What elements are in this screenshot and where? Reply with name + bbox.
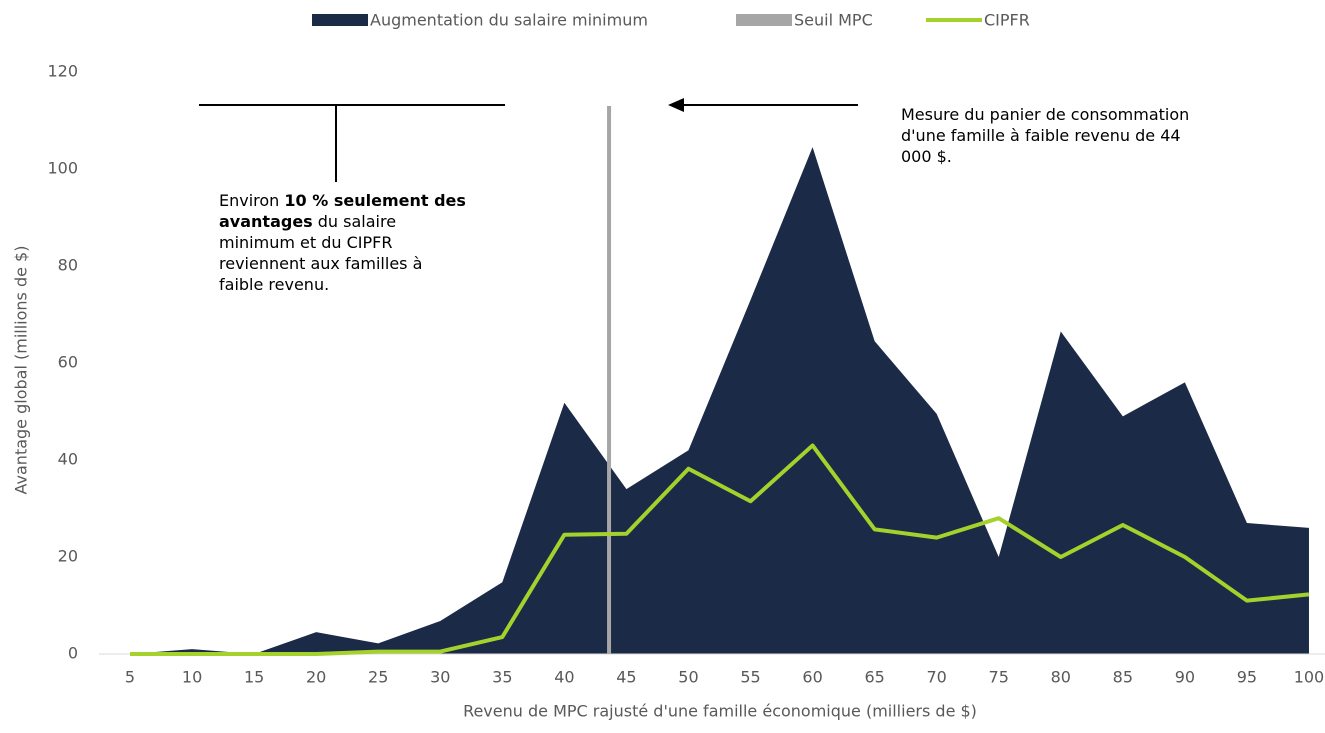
x-tick-label: 5 (125, 668, 135, 687)
legend-label: CIPFR (984, 11, 1030, 30)
annotation-text: du salaire minimum et du CIPFR reviennen… (219, 212, 423, 294)
x-tick-label: 100 (1294, 668, 1325, 687)
x-tick-label: 10 (182, 668, 202, 687)
y-tick-label: 40 (58, 450, 78, 469)
y-axis-label: Avantage global (millions de $) (12, 246, 31, 495)
x-tick-label: 45 (616, 668, 636, 687)
line (130, 443, 1310, 656)
x-tick-label: 85 (1113, 668, 1133, 687)
y-tick-label: 20 (58, 547, 78, 566)
y-tick-label: 100 (47, 159, 78, 178)
x-tick-label: 60 (802, 668, 822, 687)
x-tick-label: 80 (1051, 668, 1071, 687)
y-tick-label: 60 (58, 353, 78, 372)
x-tick-label: 20 (306, 668, 326, 687)
x-tick-label: 75 (989, 668, 1009, 687)
x-tick-label: 30 (430, 668, 450, 687)
y-tick-label: 80 (58, 256, 78, 275)
annotation-lines (199, 98, 858, 182)
x-tick-label: 90 (1175, 668, 1195, 687)
legend-swatch (736, 14, 792, 26)
x-tick-label: 50 (678, 668, 698, 687)
y-tick-label: 120 (47, 62, 78, 81)
x-tick-label: 55 (740, 668, 760, 687)
annotation: Environ 10 % seulement des avantages du … (219, 190, 469, 295)
legend-label: Augmentation du salaire minimum (370, 11, 648, 30)
legend-label: Seuil MPC (794, 11, 873, 30)
x-tick-label: 95 (1237, 668, 1257, 687)
x-tick-label: 65 (864, 668, 884, 687)
y-tick-label: 0 (68, 644, 78, 663)
annotation: Mesure du panier de consommation d'une f… (901, 104, 1191, 167)
x-axis-label: Revenu de MPC rajusté d'une famille écon… (463, 702, 977, 721)
legend-swatch (312, 14, 368, 26)
x-tick-label: 70 (926, 668, 946, 687)
x-tick-label: 15 (244, 668, 264, 687)
x-tick-label: 40 (554, 668, 574, 687)
x-tick-label: 25 (368, 668, 388, 687)
x-tick-label: 35 (492, 668, 512, 687)
annotation-text: 10 % seulement des avantages (219, 191, 466, 231)
annotation-text: Mesure du panier de consommation d'une f… (901, 105, 1190, 166)
annotation-text: Environ (219, 191, 285, 210)
